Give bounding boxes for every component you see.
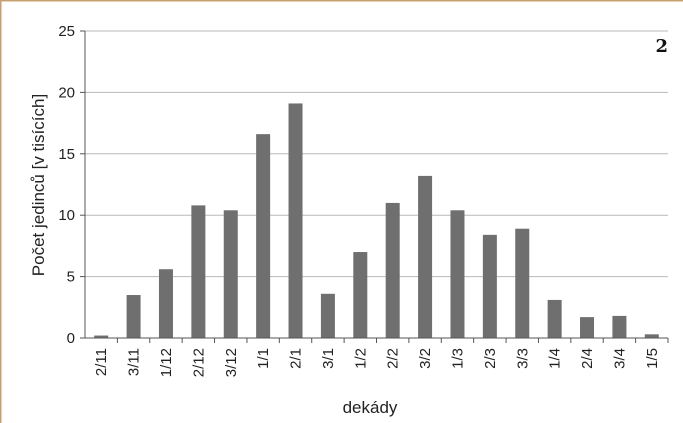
x-tick-label: 2/12 bbox=[190, 348, 207, 377]
x-tick-label: 3/11 bbox=[126, 348, 143, 376]
bar bbox=[644, 334, 659, 338]
bar bbox=[191, 205, 206, 338]
bar bbox=[612, 315, 627, 338]
x-tick-label: 3/12 bbox=[223, 348, 240, 377]
bar bbox=[580, 317, 595, 338]
bar bbox=[256, 134, 271, 338]
bar bbox=[450, 210, 465, 338]
y-tick-label: 5 bbox=[67, 269, 75, 286]
x-tick-label: 1/3 bbox=[449, 348, 466, 369]
bar bbox=[515, 228, 530, 338]
gridlines bbox=[85, 30, 668, 278]
bar bbox=[94, 335, 109, 338]
bar bbox=[158, 269, 173, 338]
panel-label: 2 bbox=[655, 36, 668, 57]
x-tick-label: 3/1 bbox=[320, 348, 337, 369]
x-tick-label: 1/5 bbox=[644, 348, 661, 369]
bar bbox=[320, 293, 335, 338]
y-tick-label: 10 bbox=[58, 207, 75, 224]
bar bbox=[126, 295, 141, 338]
x-axis-title: dekády bbox=[343, 398, 398, 417]
x-tick-label: 2/2 bbox=[385, 348, 402, 369]
x-tick-label: 3/3 bbox=[514, 348, 531, 369]
y-tick-label: 20 bbox=[58, 84, 75, 101]
x-tick-label: 1/2 bbox=[352, 348, 369, 369]
x-tick-label: 2/4 bbox=[579, 348, 596, 369]
y-tick-labels: 0 5 10 15 20 25 bbox=[58, 23, 85, 347]
x-tick-labels: 2/11 3/11 1/12 2/12 3/12 1/1 2/1 3/1 1/2 2/2 3/2 1/… bbox=[93, 338, 669, 377]
bar bbox=[223, 210, 238, 338]
y-tick-label: 0 bbox=[67, 330, 75, 347]
x-tick-label: 1/1 bbox=[255, 348, 272, 369]
bar bbox=[547, 299, 562, 338]
x-tick-label: 2/3 bbox=[482, 348, 499, 369]
y-tick-label: 25 bbox=[58, 23, 75, 40]
x-tick-label: 3/2 bbox=[417, 348, 434, 369]
bar bbox=[288, 103, 303, 339]
bar bbox=[418, 175, 433, 338]
x-tick-label: 1/4 bbox=[547, 348, 564, 369]
bar bbox=[385, 202, 400, 338]
y-axis-title: Počet jedinců [v tisících] bbox=[29, 94, 48, 276]
x-tick-label: 2/1 bbox=[288, 348, 305, 369]
bar bbox=[353, 252, 368, 338]
x-tick-label: 3/4 bbox=[611, 348, 628, 369]
x-tick-label: 1/12 bbox=[158, 348, 175, 377]
y-tick-label: 15 bbox=[58, 146, 75, 163]
bars bbox=[94, 103, 659, 339]
bar bbox=[482, 234, 497, 338]
x-tick-label: 2/11 bbox=[93, 348, 110, 376]
